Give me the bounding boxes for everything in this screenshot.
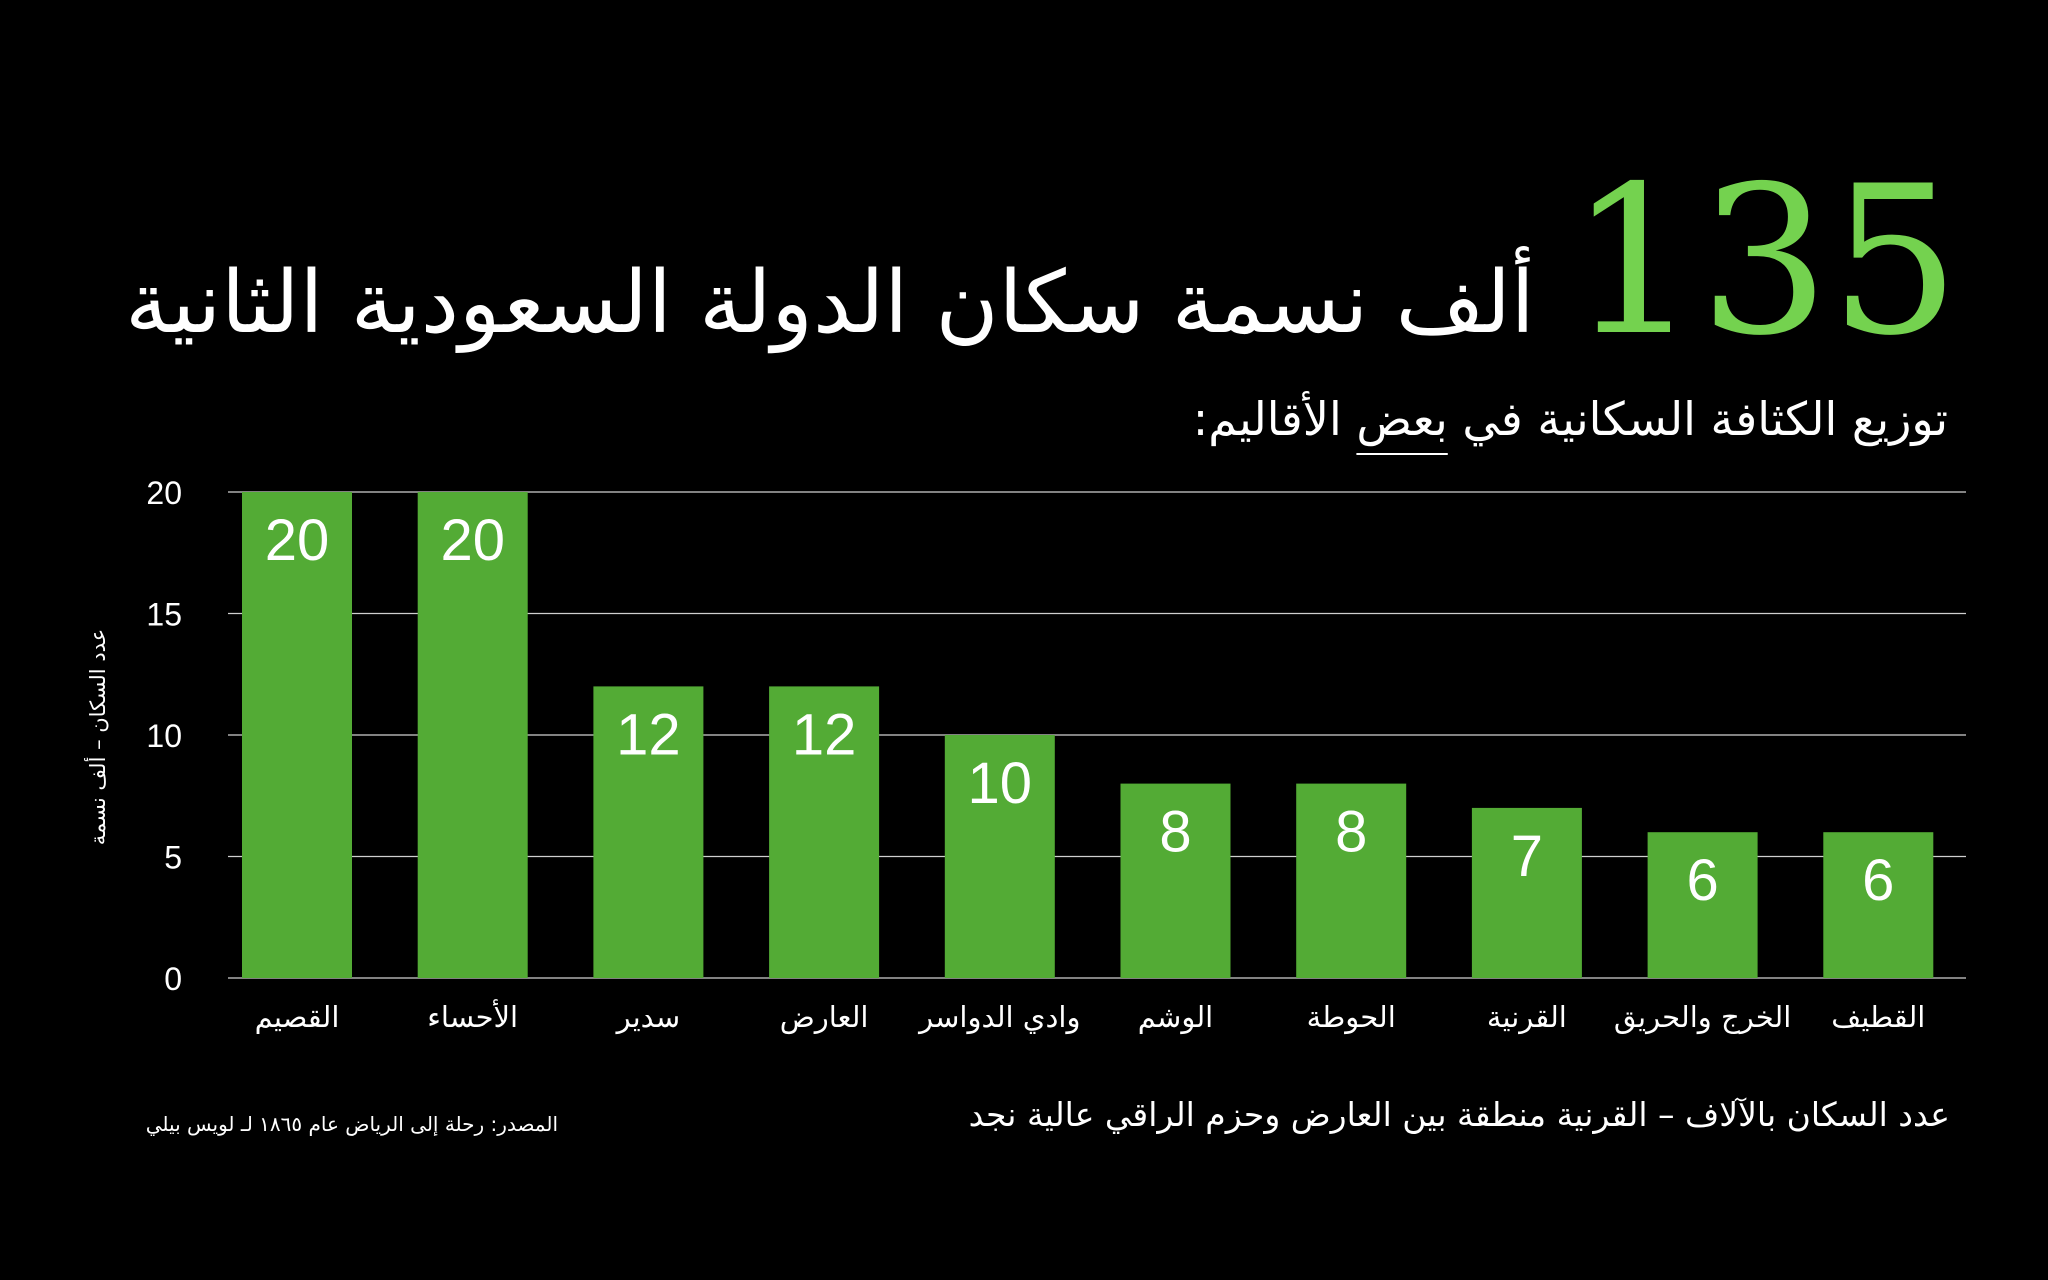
y-tick-label: 15 xyxy=(146,597,182,633)
x-tick-label: الوشم xyxy=(1138,1000,1213,1035)
bar-value-label: 10 xyxy=(968,751,1033,816)
bar-value-label: 20 xyxy=(440,508,505,573)
chart-footnote: عدد السكان بالآلاف – القرنية منطقة بين ا… xyxy=(968,1095,1950,1134)
subtitle-part-after: الأقاليم: xyxy=(1192,392,1357,446)
chart-headline: 135ألف نسمة سكان الدولة السعودية الثانية xyxy=(125,160,1966,380)
x-tick-label: سدير xyxy=(615,1000,681,1034)
bar xyxy=(769,686,880,978)
x-tick-label: القصيم xyxy=(255,1000,340,1035)
subtitle-underlined-word: بعض xyxy=(1356,392,1448,446)
x-tick-label: العارض xyxy=(780,1000,869,1034)
bars xyxy=(242,492,1934,978)
bar xyxy=(1296,783,1407,978)
x-tick-label: الحوطة xyxy=(1307,1000,1396,1034)
bar xyxy=(417,492,528,978)
bar xyxy=(1471,807,1582,978)
x-tick-labels: القصيم الأحساء سدير العارض وادي الدواسر الوشم… xyxy=(255,998,1926,1035)
bar xyxy=(1823,832,1934,978)
chart-subtitle: توزيع الكثافة السكانية في بعض الأقاليم: xyxy=(848,392,1948,446)
bar xyxy=(944,735,1055,978)
y-tick-label: 5 xyxy=(164,840,182,876)
source-note: المصدر: رحلة إلى الرياض عام ١٨٦٥ لـ لويس… xyxy=(145,1112,558,1136)
x-tick-label: وادي الدواسر xyxy=(917,1000,1080,1034)
y-tick-label: 0 xyxy=(164,961,182,997)
headline-number: 135 xyxy=(1568,143,1966,381)
bar-value-label: 6 xyxy=(1862,848,1894,913)
y-tick-label: 10 xyxy=(146,718,182,754)
bar-value-labels: 20 20 12 12 10 8 8 7 6 6 xyxy=(265,508,1895,913)
x-tick-label: الأحساء xyxy=(427,998,518,1034)
x-tick-label: القطيف xyxy=(1831,1000,1925,1034)
bar-value-label: 8 xyxy=(1335,800,1367,865)
x-tick-label: الخرج والحريق xyxy=(1614,1000,1791,1035)
bar-chart: 0 5 10 15 20 20 20 12 12 10 8 8 7 6 6 القصيم الأحساء سد… xyxy=(84,475,1966,1035)
bar-value-label: 6 xyxy=(1686,848,1718,913)
chart-title: ألف نسمة سكان الدولة السعودية الثانية xyxy=(125,253,1535,353)
bar xyxy=(1647,832,1758,978)
bar xyxy=(242,492,352,978)
x-tick-label: القرنية xyxy=(1487,1000,1567,1034)
bar-value-label: 12 xyxy=(616,702,681,767)
subtitle-part-before: توزيع الكثافة السكانية في xyxy=(1447,392,1948,446)
bar-value-label: 8 xyxy=(1159,800,1191,865)
bar-value-label: 20 xyxy=(265,508,330,573)
y-axis-label: عدد السكان – ألف نسمة xyxy=(84,629,110,845)
y-tick-labels: 0 5 10 15 20 xyxy=(146,475,182,997)
bar-value-label: 12 xyxy=(792,702,857,767)
bar-value-label: 7 xyxy=(1511,824,1543,889)
y-tick-label: 20 xyxy=(146,475,182,511)
bar xyxy=(593,686,704,978)
bar xyxy=(1120,783,1231,978)
